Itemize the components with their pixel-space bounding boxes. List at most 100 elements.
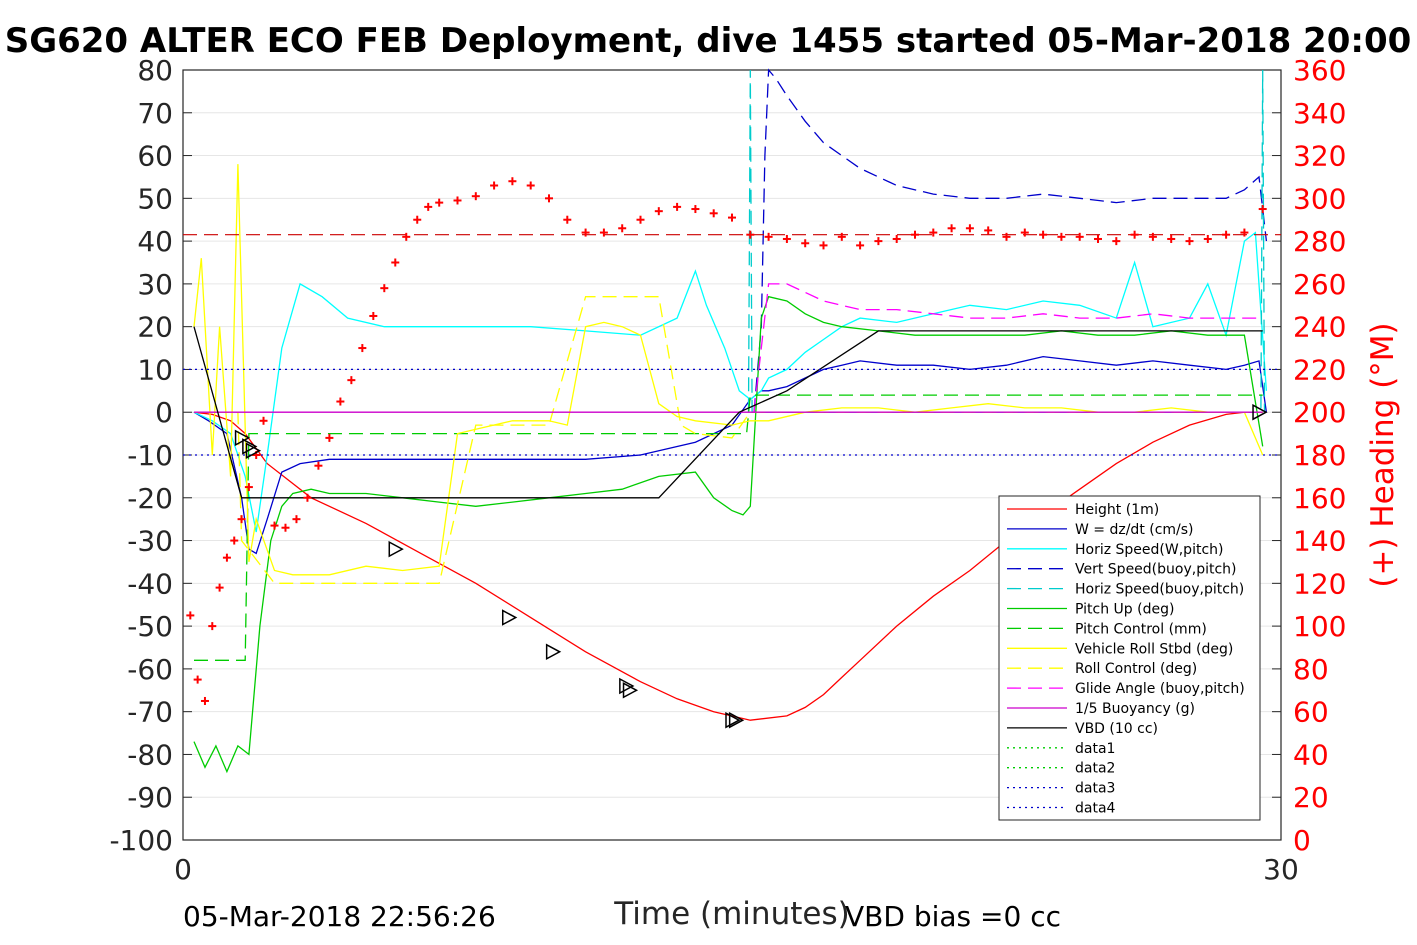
footer-vbd-bias: VBD bias =0 cc xyxy=(845,900,1061,933)
y-tick-label: -40 xyxy=(127,567,173,600)
heading-point xyxy=(402,232,411,241)
heading-point xyxy=(281,523,290,532)
legend-label: Horiz Speed(buoy,pitch) xyxy=(1075,582,1244,598)
heading-point xyxy=(874,237,883,246)
series-line-0 xyxy=(193,411,1263,721)
heading-point xyxy=(947,224,956,233)
legend-label: Height (1m) xyxy=(1075,502,1159,518)
heading-point xyxy=(292,515,301,524)
heading-point xyxy=(347,376,356,385)
heading-point xyxy=(1020,228,1029,237)
heading-point xyxy=(380,284,389,293)
y-right-tick-label: 240 xyxy=(1293,311,1346,344)
heading-point xyxy=(563,215,572,224)
heading-point xyxy=(599,228,608,237)
series-line-4 xyxy=(747,69,1266,413)
heading-point xyxy=(453,196,462,205)
series-line-11 xyxy=(193,326,1263,499)
y-tick-label: 0 xyxy=(155,396,173,429)
heading-point xyxy=(728,213,736,222)
heading-point xyxy=(215,583,224,592)
triangle-marker xyxy=(725,711,741,729)
legend-label: data3 xyxy=(1075,781,1115,797)
triangle-marker xyxy=(728,711,745,729)
heading-point xyxy=(413,215,422,224)
heading-point xyxy=(1039,230,1048,239)
heading-point xyxy=(490,181,499,190)
heading-point xyxy=(673,202,682,211)
heading-point xyxy=(1148,232,1157,241)
y-axis-right-label: (+) Heading (°M) xyxy=(1365,322,1401,587)
heading-point xyxy=(424,202,433,211)
y-tick-label: 70 xyxy=(137,97,173,130)
legend-label: Roll Control (deg) xyxy=(1075,661,1197,677)
heading-point xyxy=(746,230,755,239)
y-axis-right: 3603403203002802602402202001801601401201… xyxy=(1272,54,1346,857)
heading-point xyxy=(892,234,901,243)
heading-point xyxy=(358,344,367,353)
y-right-tick-label: 340 xyxy=(1293,97,1346,130)
series-line-5 xyxy=(193,295,1264,774)
y-tick-label: 80 xyxy=(137,54,173,87)
legend-label: Horiz Speed(W,pitch) xyxy=(1075,542,1223,558)
series-layer xyxy=(183,68,1281,774)
heading-point xyxy=(314,461,323,470)
legend-label: Pitch Control (mm) xyxy=(1075,621,1207,637)
y-tick-label: -60 xyxy=(127,653,173,686)
heading-point xyxy=(200,696,209,705)
y-right-tick-label: 180 xyxy=(1293,439,1346,472)
heading-point xyxy=(508,177,517,186)
marker-layer xyxy=(234,403,1268,729)
heading-point xyxy=(581,228,590,237)
legend-label: VBD (10 cc) xyxy=(1075,721,1158,737)
y-tick-label: 20 xyxy=(137,311,173,344)
heading-point xyxy=(1222,230,1231,239)
y-right-tick-label: 140 xyxy=(1293,525,1346,558)
y-right-tick-label: 160 xyxy=(1293,482,1346,515)
heading-point xyxy=(391,258,400,267)
legend-label: 1/5 Buoyancy (g) xyxy=(1075,701,1195,717)
heading-point xyxy=(186,611,195,620)
y-right-tick-label: 80 xyxy=(1293,653,1329,686)
heading-point xyxy=(1002,232,1011,241)
heading-point xyxy=(965,224,974,233)
heading-point xyxy=(193,675,202,684)
series-line-9 xyxy=(753,283,1263,413)
heading-point xyxy=(435,198,444,207)
heading-point xyxy=(1258,205,1267,214)
heading-point xyxy=(259,416,268,425)
heading-point xyxy=(545,194,553,203)
heading-point xyxy=(325,433,334,442)
heading-point xyxy=(801,239,810,248)
heading-point xyxy=(526,181,535,190)
heading-point xyxy=(618,224,627,233)
legend-label: Vehicle Roll Stbd (deg) xyxy=(1075,641,1233,657)
triangle-marker xyxy=(388,540,404,558)
heading-point xyxy=(764,232,773,241)
heading-point xyxy=(222,553,231,562)
heading-point xyxy=(837,232,846,241)
series-line-7 xyxy=(193,164,1264,576)
heading-point xyxy=(303,493,312,502)
heading-point xyxy=(237,515,246,524)
legend-label: data1 xyxy=(1075,741,1115,757)
heading-point xyxy=(244,483,253,492)
heading-point xyxy=(929,228,938,237)
y-right-tick-label: 300 xyxy=(1293,182,1346,215)
heading-point xyxy=(1075,232,1084,241)
y-tick-label: -20 xyxy=(127,482,173,515)
heading-point xyxy=(1240,228,1249,237)
heading-point xyxy=(369,311,378,320)
legend-box xyxy=(998,495,1261,821)
heading-layer xyxy=(183,177,1281,705)
y-right-tick-label: 100 xyxy=(1293,610,1346,643)
triangle-marker xyxy=(619,677,635,695)
legend-label: data4 xyxy=(1075,801,1116,817)
y-tick-label: 60 xyxy=(137,140,173,173)
y-tick-label: 40 xyxy=(137,225,173,258)
triangle-marker xyxy=(1252,403,1268,421)
legend-label: Vert Speed(buoy,pitch) xyxy=(1075,562,1237,578)
heading-point xyxy=(856,241,865,250)
y-right-tick-label: 360 xyxy=(1293,54,1346,87)
y-right-tick-label: 20 xyxy=(1293,781,1329,814)
